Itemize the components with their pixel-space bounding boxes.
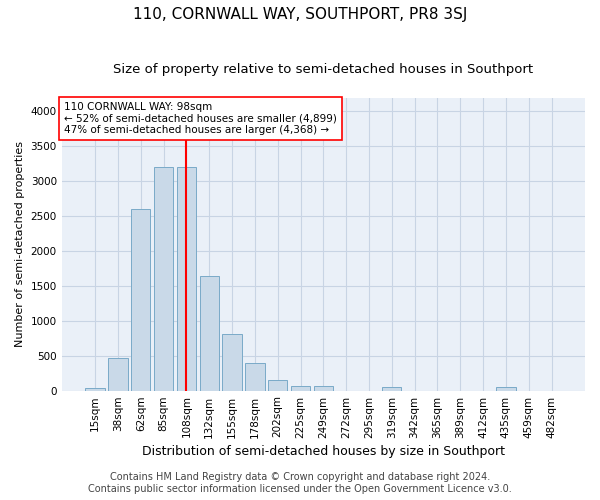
Bar: [85, 388, 105, 390]
Bar: [268, 380, 287, 390]
X-axis label: Distribution of semi-detached houses by size in Southport: Distribution of semi-detached houses by …: [142, 444, 505, 458]
Bar: [314, 386, 333, 390]
Y-axis label: Number of semi-detached properties: Number of semi-detached properties: [15, 141, 25, 347]
Bar: [108, 358, 128, 390]
Text: 110, CORNWALL WAY, SOUTHPORT, PR8 3SJ: 110, CORNWALL WAY, SOUTHPORT, PR8 3SJ: [133, 8, 467, 22]
Bar: [382, 386, 401, 390]
Bar: [245, 364, 265, 390]
Bar: [177, 168, 196, 390]
Bar: [154, 168, 173, 390]
Text: Contains HM Land Registry data © Crown copyright and database right 2024.
Contai: Contains HM Land Registry data © Crown c…: [88, 472, 512, 494]
Bar: [131, 209, 151, 390]
Bar: [200, 276, 219, 390]
Title: Size of property relative to semi-detached houses in Southport: Size of property relative to semi-detach…: [113, 62, 533, 76]
Bar: [223, 334, 242, 390]
Bar: [291, 386, 310, 390]
Text: 110 CORNWALL WAY: 98sqm
← 52% of semi-detached houses are smaller (4,899)
47% of: 110 CORNWALL WAY: 98sqm ← 52% of semi-de…: [64, 102, 337, 135]
Bar: [496, 386, 515, 390]
